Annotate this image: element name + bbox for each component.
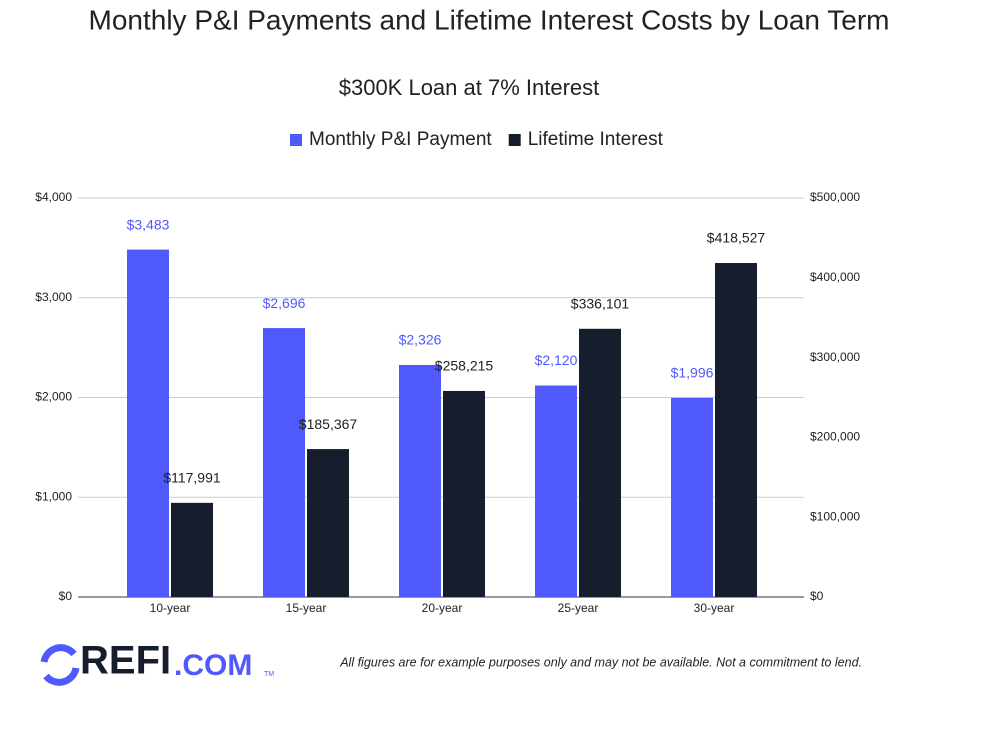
value-label: $1,996 [671, 365, 714, 381]
logo-suffix: .COM [174, 649, 252, 682]
value-label: $3,483 [127, 216, 170, 232]
bar [307, 449, 349, 597]
value-label: $117,991 [163, 470, 221, 486]
logo: REFI .COM TM [40, 639, 274, 686]
legend-swatch [508, 134, 521, 146]
legend-label: Monthly P&I Payment [309, 129, 492, 150]
bar [671, 397, 713, 597]
value-label: $2,696 [263, 295, 306, 311]
value-label: $2,120 [535, 352, 578, 368]
value-label: $336,101 [571, 295, 630, 311]
x-tick-label: 25-year [558, 601, 599, 615]
bar [535, 385, 577, 597]
logo-trademark: TM [264, 671, 274, 678]
bar [171, 502, 213, 597]
chart-title: Monthly P&I Payments and Lifetime Intere… [89, 4, 890, 35]
bar [399, 364, 441, 597]
legend: Monthly P&I Payment Lifetime Interest [290, 129, 664, 150]
y2-tick-label: $100,000 [810, 509, 860, 523]
x-tick-label: 15-year [286, 601, 327, 615]
y2-tick-label: $500,000 [810, 190, 860, 204]
x-tick-label: 30-year [694, 601, 735, 615]
bar [127, 249, 169, 598]
value-label: $258,215 [435, 358, 494, 374]
plot-area: $0 $1,000 $2,000 $3,000 $4,000 $0 $100,000 $200… [35, 190, 860, 615]
x-tick-label: 10-year [150, 601, 191, 615]
logo-icon [43, 667, 80, 686]
y-tick-label: $3,000 [35, 290, 72, 304]
logo-text: REFI [80, 639, 171, 683]
value-label: $418,527 [707, 230, 766, 246]
x-tick-label: 20-year [422, 601, 463, 615]
bar [579, 328, 621, 597]
y2-tick-label: $200,000 [810, 430, 860, 444]
value-label: $185,367 [299, 416, 358, 432]
legend-label: Lifetime Interest [528, 129, 664, 150]
disclaimer: All figures are for example purposes onl… [339, 655, 862, 669]
y-tick-label: $2,000 [35, 390, 72, 404]
value-label: $2,326 [399, 332, 442, 348]
chart-subtitle: $300K Loan at 7% Interest [339, 75, 600, 100]
y2-tick-label: $300,000 [810, 350, 860, 364]
y2-tick-label: $400,000 [810, 270, 860, 284]
bar [443, 390, 485, 597]
y-tick-label: $4,000 [35, 190, 72, 204]
bar [715, 263, 757, 597]
bar [263, 328, 305, 597]
logo-icon [40, 644, 77, 663]
y-tick-label: $1,000 [35, 489, 72, 503]
y-tick-label: $0 [59, 589, 73, 603]
legend-swatch [290, 134, 302, 146]
y2-tick-label: $0 [810, 589, 824, 603]
